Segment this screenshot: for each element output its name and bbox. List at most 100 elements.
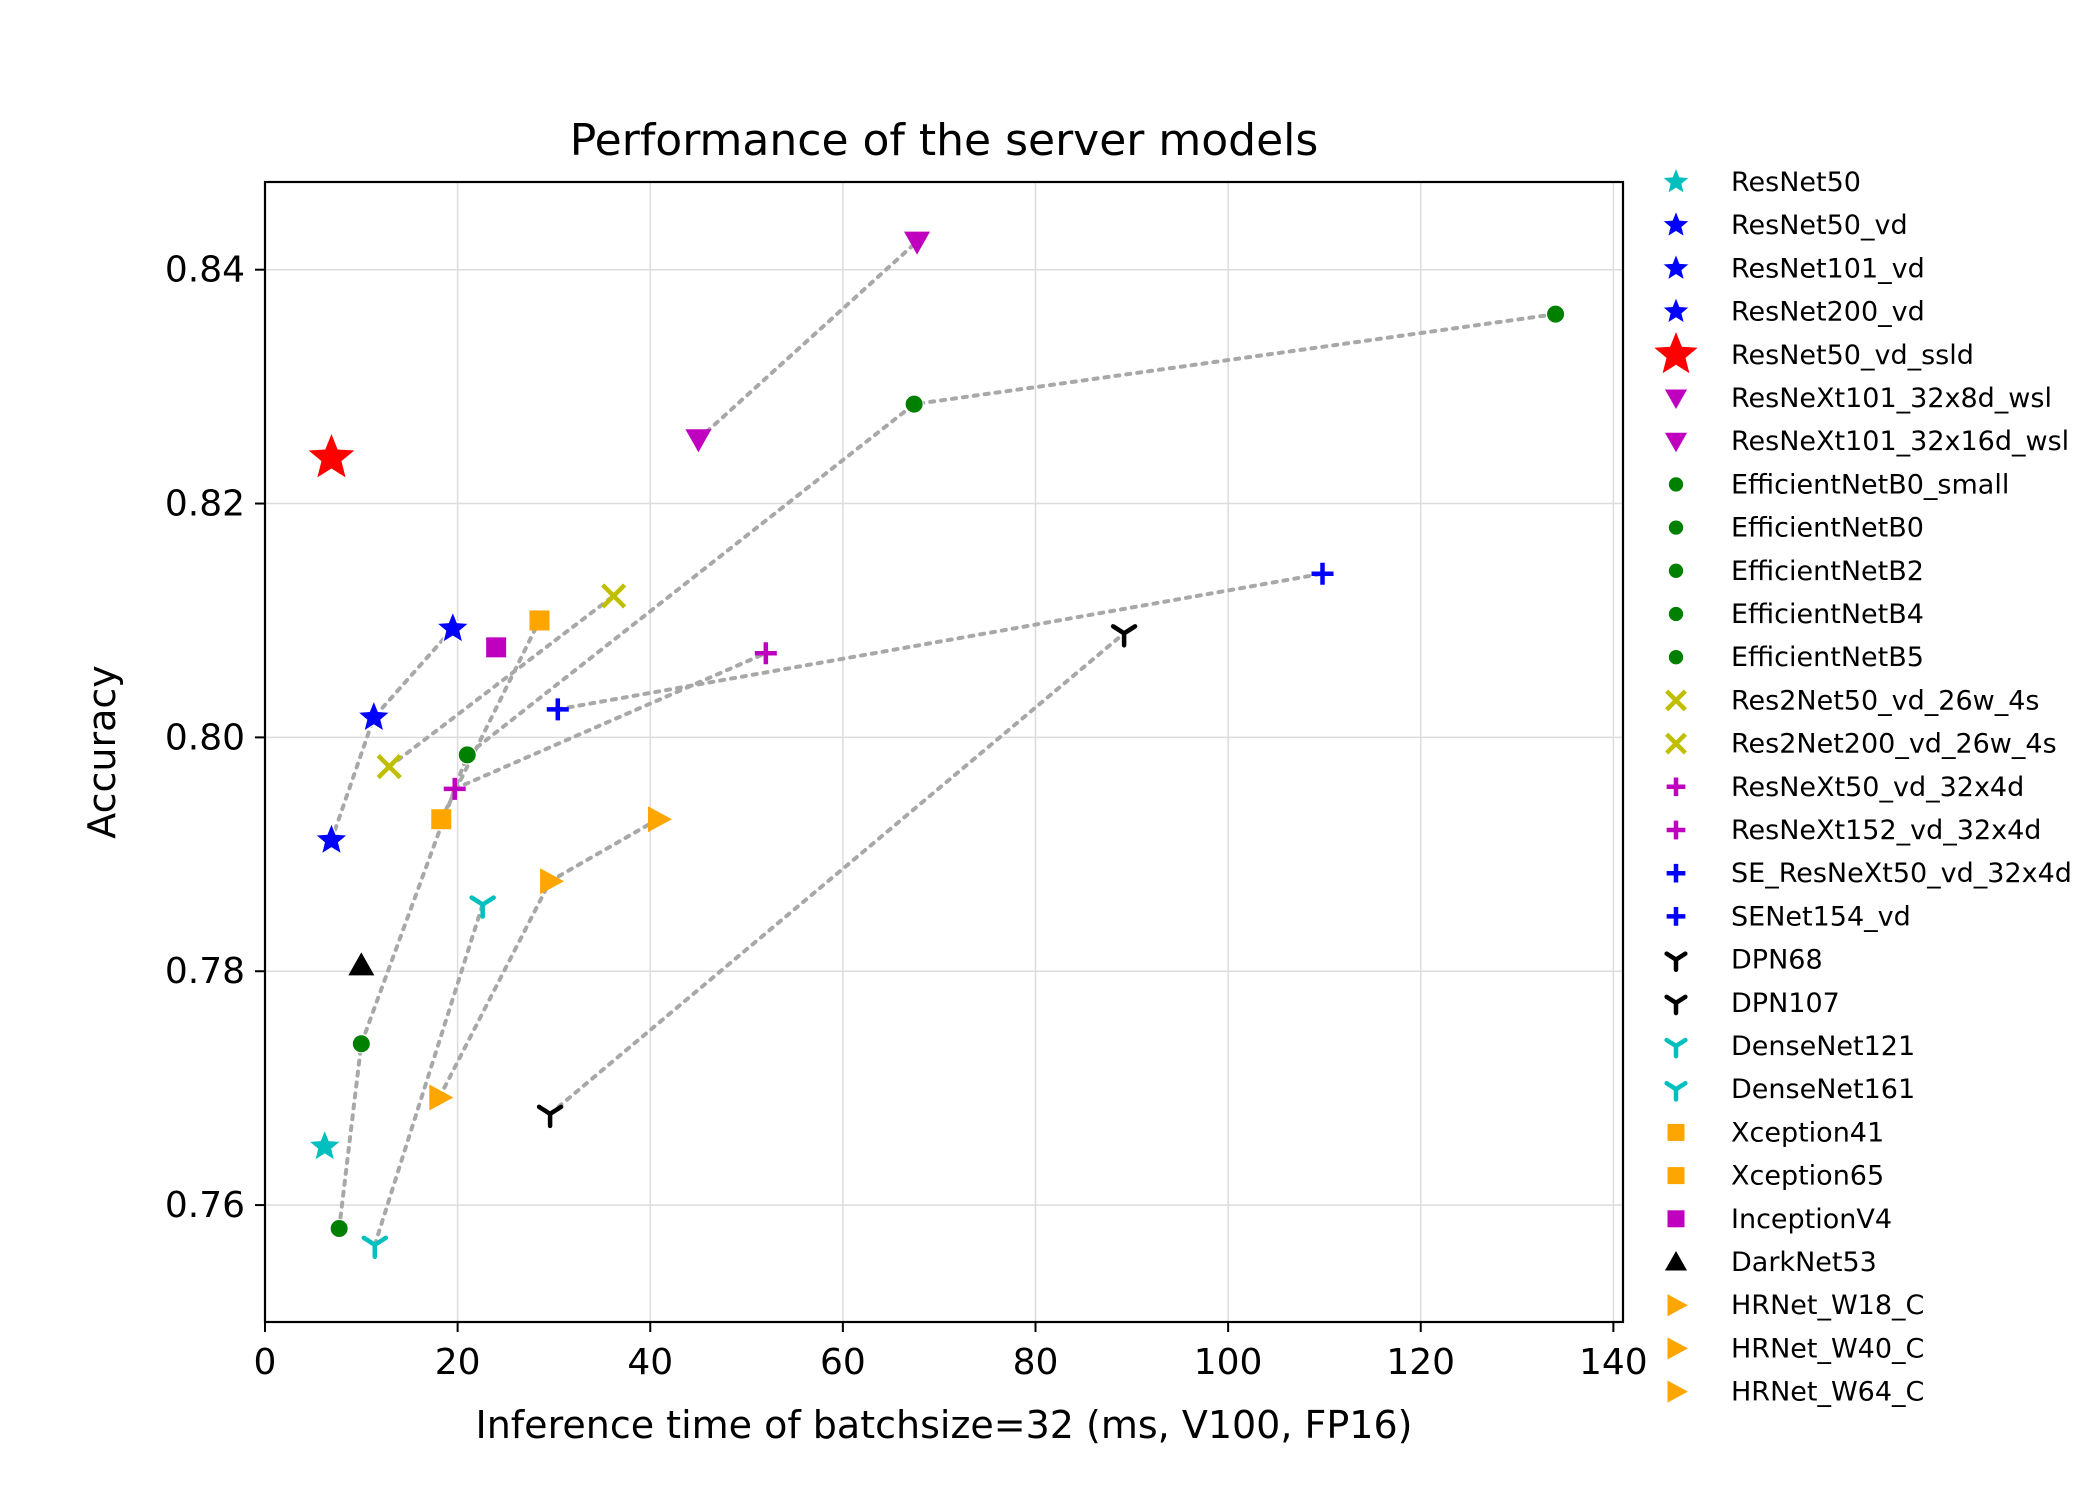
legend-label: HRNet_W40_C: [1731, 1333, 1924, 1364]
connector-line: [329, 626, 455, 843]
legend-marker-dpn107: [1664, 994, 1688, 1016]
legend-label: DenseNet121: [1731, 1031, 1915, 1062]
legend-label: ResNeXt101_32x8d_wsl: [1731, 383, 2052, 414]
legend-label: DPN68: [1731, 945, 1823, 976]
legend-marker-efficientnetb0: [1667, 519, 1685, 536]
legend-marker-resnext101-32x8d-wsl: [1664, 389, 1688, 410]
point-resnet200-vd: [435, 610, 471, 644]
legend-marker-resnet101-vd: [1660, 252, 1692, 282]
legend-item-resnet50-vd-ssld: ResNet50_vd_ssld: [1654, 332, 1974, 374]
legend-label: Res2Net50_vd_26w_4s: [1731, 685, 2039, 716]
legend-label: HRNet_W18_C: [1731, 1290, 1924, 1321]
legend-marker-xception41: [1667, 1123, 1685, 1141]
legend-item-resnet200-vd: ResNet200_vd: [1660, 295, 1925, 328]
legend-item-xception41: Xception41: [1667, 1117, 1884, 1148]
point-res2net200-vd-26w-4s: [601, 583, 627, 609]
x-tick-label: 40: [627, 1342, 673, 1383]
legend-marker-resnet200-vd: [1660, 295, 1692, 325]
point-resnet50-vd: [313, 821, 350, 856]
legend-marker-hrnet-w64-c: [1667, 1380, 1688, 1403]
legend-marker-efficientnetb5: [1667, 649, 1685, 666]
legend-label: ResNet101_vd: [1731, 253, 1925, 284]
legend-item-dpn68: DPN68: [1664, 945, 1823, 976]
legend-item-dpn107: DPN107: [1664, 988, 1840, 1019]
legend-item-resnext101-32x16d-wsl: ResNeXt101_32x16d_wsl: [1664, 426, 2069, 457]
legend-marker-resnet50: [1660, 165, 1692, 195]
legend-marker-inceptionv4: [1667, 1210, 1685, 1228]
legend-label: EfficientNetB0_small: [1731, 469, 2009, 500]
legend-label: ResNet50_vd_ssld: [1731, 340, 1974, 371]
legend-item-resnext101-32x8d-wsl: ResNeXt101_32x8d_wsl: [1664, 383, 2052, 414]
point-dpn68: [536, 1104, 564, 1129]
legend-label: DenseNet161: [1731, 1074, 1915, 1105]
legend-marker-hrnet-w40-c: [1667, 1337, 1688, 1360]
legend-label: EfficientNetB2: [1731, 556, 1924, 587]
plot-frame: [263, 180, 1625, 1324]
legend-label: ResNet200_vd: [1731, 297, 1925, 328]
x-tick-label: 140: [1579, 1342, 1648, 1383]
point-resnext152-vd-32x4d: [754, 642, 777, 665]
legend-marker-resnext152-vd-32x4d: [1666, 820, 1686, 840]
legend-label: Xception65: [1731, 1161, 1884, 1192]
point-resnet50-vd-ssld: [308, 433, 355, 478]
point-resnet50: [307, 1128, 343, 1162]
legend-item-efficientnetb5: EfficientNetB5: [1667, 642, 1924, 673]
connector-line: [372, 902, 485, 1247]
legend-label: SE_ResNeXt50_vd_32x4d: [1731, 858, 2072, 889]
grid-lines: [264, 182, 1623, 1322]
x-tick-label: 120: [1386, 1342, 1455, 1383]
point-efficientnetb5: [1546, 304, 1566, 324]
y-axis-label: Accuracy: [80, 665, 124, 839]
legend-item-res2net200-vd-26w-4s: Res2Net200_vd_26w_4s: [1665, 729, 2057, 760]
legend-label: ResNet50_vd: [1731, 210, 1908, 241]
point-efficientnetb0: [351, 1034, 371, 1054]
legend-marker-efficientnetb4: [1667, 605, 1685, 623]
y-tick-label: 0.78: [165, 951, 245, 992]
legend-marker-resnet50-vd: [1660, 209, 1692, 239]
legend-item-resnext50-vd-32x4d: ResNeXt50_vd_32x4d: [1666, 772, 2024, 803]
legend-item-hrnet-w18-c: HRNet_W18_C: [1667, 1290, 1924, 1321]
connector-line: [337, 312, 1558, 1231]
x-tick-label: 80: [1013, 1342, 1059, 1383]
y-tick-label: 0.84: [165, 250, 245, 291]
legend-item-resnet50-vd: ResNet50_vd: [1660, 209, 1908, 241]
y-tick-label: 0.80: [165, 717, 245, 758]
legend-marker-efficientnetb2: [1667, 562, 1685, 579]
legend-label: ResNeXt152_vd_32x4d: [1731, 815, 2041, 846]
legend-label: Res2Net200_vd_26w_4s: [1731, 729, 2057, 760]
legend-label: DarkNet53: [1731, 1247, 1877, 1278]
x-axis-label: Inference time of batchsize=32 (ms, V100…: [476, 1403, 1413, 1447]
legend-label: DPN107: [1731, 988, 1840, 1019]
point-densenet121: [361, 1235, 389, 1260]
legend-item-resnet50: ResNet50: [1660, 165, 1861, 198]
legend-item-res2net50-vd-26w-4s: Res2Net50_vd_26w_4s: [1665, 685, 2039, 716]
connector-line: [548, 631, 1127, 1116]
data-points: [307, 231, 1566, 1260]
y-tick-label: 0.76: [165, 1185, 245, 1226]
legend-marker-resnext50-vd-32x4d: [1666, 777, 1686, 797]
point-res2net50-vd-26w-4s: [376, 754, 402, 780]
legend-item-efficientnetb4: EfficientNetB4: [1667, 599, 1924, 630]
x-tick-label: 0: [254, 1342, 277, 1383]
axis-ticks: 0 20 40 60 80 100 120 140 0.76 0.78 0.80 0.82 0.84: [165, 250, 1648, 1383]
point-resnet101-vd: [356, 698, 392, 733]
point-efficientnetb2: [457, 745, 477, 765]
point-hrnet-w40-c: [540, 868, 565, 895]
legend-marker-se-resnext50-vd-32x4d: [1666, 863, 1686, 883]
legend-marker-densenet161: [1664, 1081, 1688, 1102]
legend-item-se-resnext50-vd-32x4d: SE_ResNeXt50_vd_32x4d: [1666, 858, 2072, 889]
legend-label: ResNeXt101_32x16d_wsl: [1731, 426, 2069, 457]
legend-marker-darknet53: [1664, 1250, 1688, 1271]
legend-item-efficientnetb0-small: EfficientNetB0_small: [1667, 469, 2009, 500]
point-resnext50-vd-32x4d: [443, 777, 466, 800]
legend-marker-resnet50-vd-ssld: [1654, 332, 1698, 374]
point-hrnet-w64-c: [647, 806, 672, 833]
legend-item-densenet121: DenseNet121: [1664, 1031, 1915, 1062]
legend-item-inceptionv4: InceptionV4: [1667, 1204, 1892, 1235]
legend-label: Xception41: [1731, 1117, 1884, 1148]
connector-line: [437, 817, 660, 1100]
legend-item-densenet161: DenseNet161: [1664, 1074, 1915, 1105]
connector-line: [452, 651, 768, 791]
point-dpn107: [1110, 624, 1138, 648]
